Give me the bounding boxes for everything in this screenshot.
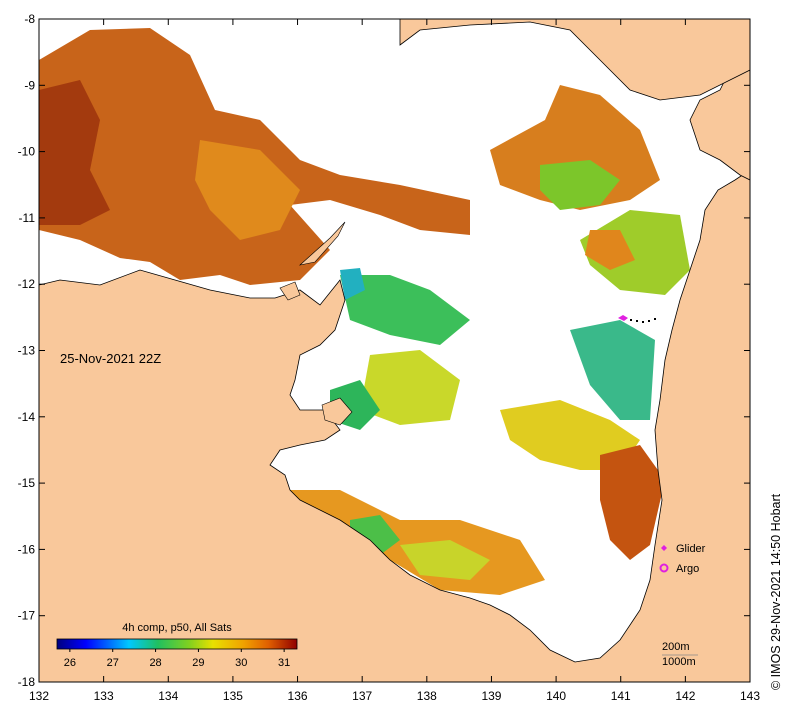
land-wessel: [298, 221, 346, 266]
colorbar-tick-label: 28: [149, 657, 161, 669]
colorbar-tick-label: 26: [64, 657, 76, 669]
x-tick-label: 143: [740, 689, 760, 703]
sst-patch-cape-york-orange: [585, 230, 635, 270]
legend-argo-label: Argo: [676, 563, 699, 575]
x-tick-label: 140: [546, 689, 566, 703]
glider-track: [618, 315, 656, 323]
x-tick-label: 133: [94, 689, 114, 703]
sst-patch-arafura-hot: [39, 80, 110, 225]
sst-patch-central-green: [340, 275, 470, 345]
sst-patch-north-gulf-green: [540, 160, 620, 210]
sst-patch-karumba-hot: [600, 445, 665, 560]
colorbar-tick-label: 27: [107, 657, 119, 669]
depth-legend: 200m 1000m: [662, 641, 698, 668]
x-tick-label: 139: [481, 689, 501, 703]
y-tick-label: -12: [18, 277, 36, 291]
colorbar-tick-label: 30: [235, 657, 247, 669]
colorbar: 4h comp, p50, All Sats 26 27 28 29 30 31: [56, 622, 298, 669]
colorbar-tick-label: 29: [192, 657, 204, 669]
land-northern-territory: [39, 169, 750, 682]
x-tick-label: 142: [675, 689, 695, 703]
y-tick-label: -17: [18, 609, 36, 623]
land-tiwi-west: [279, 281, 301, 301]
x-tick-label: 132: [29, 689, 49, 703]
y-tick-label: -9: [24, 78, 35, 92]
y-axis: -8 -9 -10 -11 -12 -13 -14 -15 -16 -17 -18: [18, 12, 750, 689]
land-new-guinea: [399, 19, 750, 101]
x-tick-label: 137: [352, 689, 372, 703]
colorbar-ticks: 26 27 28 29 30 31: [64, 649, 290, 669]
colorbar-gradient: [56, 638, 298, 650]
sst-patch-arnhem-cyan: [340, 268, 365, 300]
sst-patch-arafura-warm: [195, 140, 300, 240]
depth-label-1000m: 1000m: [662, 656, 696, 668]
y-tick-label: -18: [18, 675, 36, 689]
glider-track-points: [630, 318, 656, 323]
x-tick-label: 134: [158, 689, 178, 703]
legend-glider-label: Glider: [676, 543, 706, 555]
land-cape-york-east: [689, 19, 750, 181]
glider-marker-icon: [661, 545, 667, 551]
sst-patch-east-cyan: [570, 320, 655, 420]
sst-data-layer: [39, 28, 690, 595]
x-tick-label: 141: [611, 689, 631, 703]
land-groote: [321, 397, 353, 426]
map-plot-area: [39, 19, 750, 682]
depth-label-200m: 200m: [662, 641, 690, 653]
x-axis: 132 133 134 135 136 137 138 139 140 141 142 143: [29, 19, 760, 703]
colorbar-title: 4h comp, p50, All Sats: [122, 622, 232, 634]
date-label: 25-Nov-2021 22Z: [60, 351, 161, 366]
y-tick-label: -13: [18, 344, 36, 358]
legend: Glider Argo: [659, 543, 706, 575]
credit-text: © IMOS 29-Nov-2021 14:50 Hobart: [769, 493, 783, 690]
y-tick-label: -16: [18, 542, 36, 556]
y-tick-label: -14: [18, 410, 36, 424]
colorbar-tick-label: 31: [278, 657, 290, 669]
y-tick-label: -8: [24, 12, 35, 26]
y-tick-label: -11: [19, 211, 36, 225]
y-tick-label: -10: [18, 145, 36, 159]
sst-patch-central-yellow: [360, 350, 460, 425]
sst-patch-gulf-centre-yellow: [500, 400, 640, 470]
x-tick-label: 136: [288, 689, 308, 703]
glider-position-icon: [618, 315, 628, 321]
sst-patch-south-yellow: [400, 540, 490, 580]
y-tick-label: -15: [18, 476, 36, 490]
argo-marker-icon: [659, 563, 669, 573]
x-tick-label: 138: [417, 689, 437, 703]
land-layer: [39, 19, 750, 682]
x-tick-label: 135: [223, 689, 243, 703]
